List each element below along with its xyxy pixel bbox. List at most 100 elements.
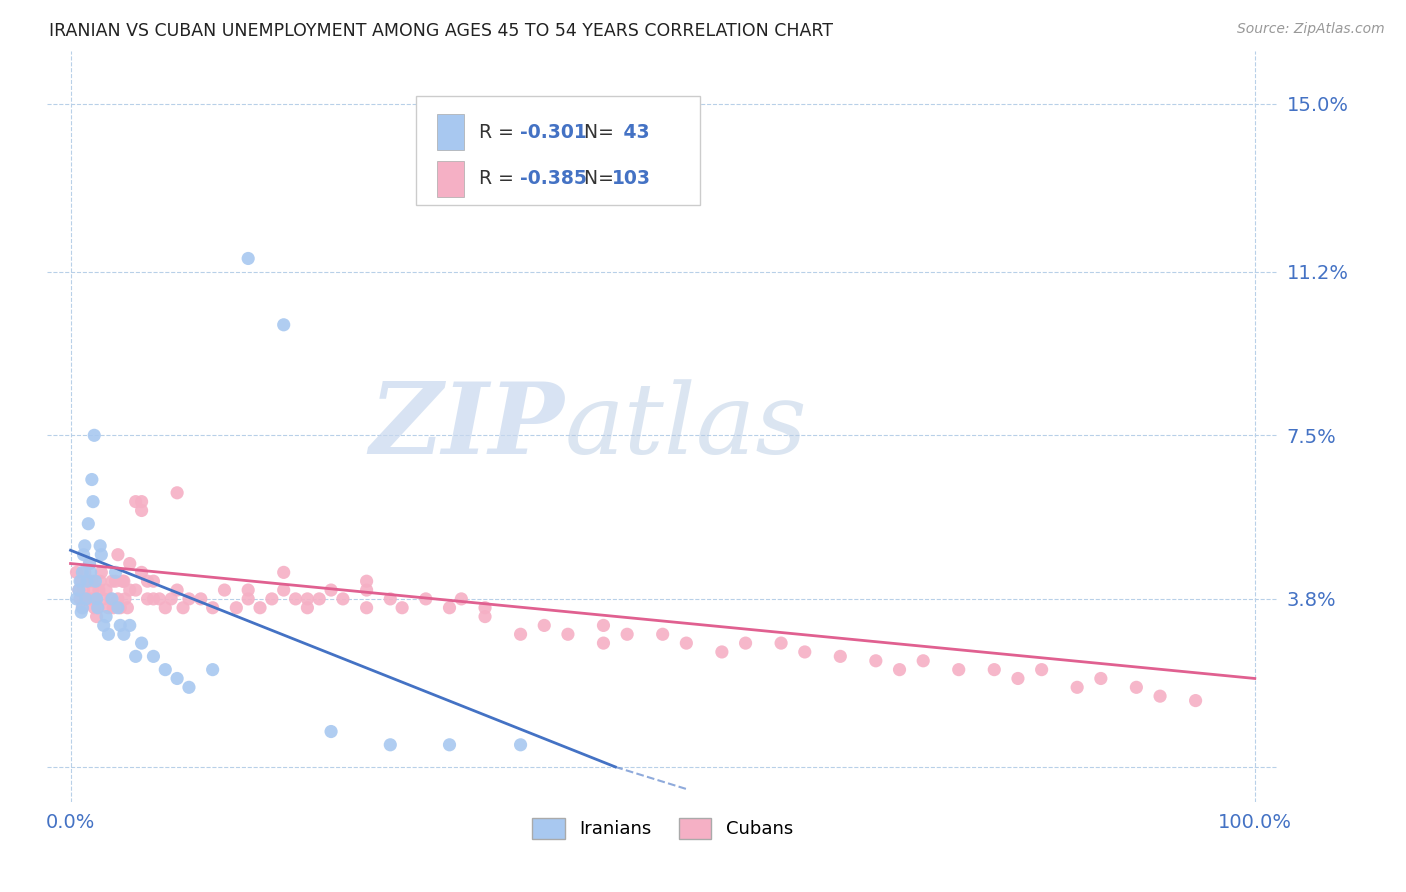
Point <box>70 574 93 589</box>
Point <box>124 582 146 597</box>
Point <box>136 574 159 589</box>
Text: R =: R = <box>479 169 520 188</box>
Point <box>391 600 413 615</box>
Point <box>97 627 120 641</box>
Point <box>82 582 104 597</box>
Point <box>110 600 132 615</box>
Point <box>72 566 94 580</box>
Point <box>94 609 117 624</box>
Point <box>84 591 107 606</box>
Point <box>319 724 342 739</box>
Point <box>308 591 330 606</box>
Point <box>297 591 319 606</box>
Point <box>111 574 134 589</box>
Point <box>592 618 614 632</box>
Point <box>166 582 188 597</box>
Text: R =: R = <box>479 122 520 142</box>
Point <box>160 591 183 606</box>
FancyBboxPatch shape <box>416 95 700 205</box>
Point <box>415 591 437 606</box>
Point <box>67 582 90 597</box>
Point <box>101 600 124 615</box>
Point <box>112 627 135 641</box>
Text: ZIP: ZIP <box>370 378 564 475</box>
Point <box>1090 672 1112 686</box>
Point <box>72 548 94 562</box>
Point <box>131 494 153 508</box>
Point <box>114 591 136 606</box>
Point <box>87 600 110 615</box>
Point <box>131 566 153 580</box>
Point <box>166 672 188 686</box>
Point <box>76 574 98 589</box>
Point <box>509 627 531 641</box>
Point <box>100 591 122 606</box>
Point <box>72 600 94 615</box>
Point <box>172 600 194 615</box>
Point <box>75 591 97 606</box>
Point <box>1149 689 1171 703</box>
Point <box>450 591 472 606</box>
Point <box>273 318 295 332</box>
Point <box>1066 681 1088 695</box>
Point <box>75 591 97 606</box>
Point <box>380 591 402 606</box>
Point <box>107 548 129 562</box>
Point <box>238 582 260 597</box>
Point <box>80 473 103 487</box>
Point <box>77 516 100 531</box>
Point <box>273 566 295 580</box>
Text: IRANIAN VS CUBAN UNEMPLOYMENT AMONG AGES 45 TO 54 YEARS CORRELATION CHART: IRANIAN VS CUBAN UNEMPLOYMENT AMONG AGES… <box>49 22 834 40</box>
Point <box>93 591 115 606</box>
Point <box>983 663 1005 677</box>
Point <box>592 636 614 650</box>
Point <box>65 566 87 580</box>
Point <box>83 428 105 442</box>
Point <box>80 574 103 589</box>
Point <box>439 600 461 615</box>
Point <box>72 582 94 597</box>
Point <box>107 591 129 606</box>
Text: N=: N= <box>583 169 620 188</box>
Point <box>86 609 108 624</box>
Bar <box>437 114 464 150</box>
Point <box>155 663 177 677</box>
Point <box>201 600 224 615</box>
Point <box>249 600 271 615</box>
Point <box>142 649 165 664</box>
Point <box>89 539 111 553</box>
Point <box>124 494 146 508</box>
Point <box>865 654 887 668</box>
Point <box>177 591 200 606</box>
Point <box>439 738 461 752</box>
Point <box>214 582 236 597</box>
Point <box>332 591 354 606</box>
Point <box>533 618 555 632</box>
Point <box>142 591 165 606</box>
Point <box>97 600 120 615</box>
Point <box>1125 681 1147 695</box>
Point <box>1031 663 1053 677</box>
Point <box>190 591 212 606</box>
Point <box>356 574 378 589</box>
Text: Source: ZipAtlas.com: Source: ZipAtlas.com <box>1237 22 1385 37</box>
Point <box>297 600 319 615</box>
Point <box>830 649 852 664</box>
Point <box>93 618 115 632</box>
Point <box>69 591 91 606</box>
Point <box>69 574 91 589</box>
Point <box>94 582 117 597</box>
Point <box>84 574 107 589</box>
Text: atlas: atlas <box>564 379 807 475</box>
Point <box>79 566 101 580</box>
Point <box>101 574 124 589</box>
Point <box>651 627 673 641</box>
Point <box>474 609 496 624</box>
Point <box>793 645 815 659</box>
Point <box>734 636 756 650</box>
Point <box>509 738 531 752</box>
Point <box>136 591 159 606</box>
Point <box>117 600 139 615</box>
Point <box>675 636 697 650</box>
Point <box>356 600 378 615</box>
